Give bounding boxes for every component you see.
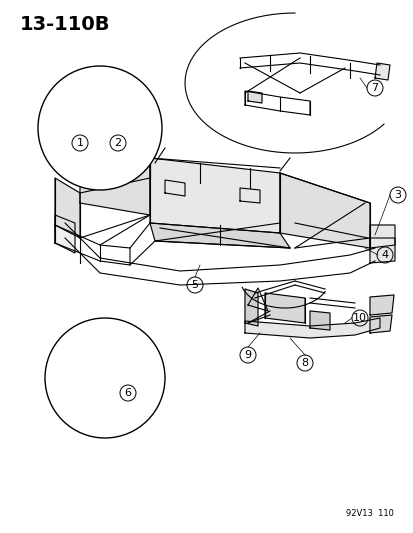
- Polygon shape: [45, 110, 55, 128]
- Polygon shape: [279, 173, 369, 248]
- Text: 8: 8: [301, 358, 308, 368]
- Polygon shape: [50, 115, 145, 128]
- Text: 13-110B: 13-110B: [20, 15, 110, 34]
- Text: 1: 1: [76, 138, 83, 148]
- Polygon shape: [374, 63, 389, 80]
- Polygon shape: [369, 315, 391, 333]
- Polygon shape: [150, 158, 279, 233]
- Polygon shape: [369, 295, 393, 315]
- Polygon shape: [120, 371, 154, 385]
- Circle shape: [38, 66, 161, 190]
- Polygon shape: [369, 225, 394, 248]
- Text: 2: 2: [114, 138, 121, 148]
- Polygon shape: [264, 293, 304, 323]
- Text: 6: 6: [124, 388, 131, 398]
- Text: 9: 9: [244, 350, 251, 360]
- Polygon shape: [244, 289, 257, 326]
- Polygon shape: [58, 361, 154, 378]
- Text: 92V13  110: 92V13 110: [345, 509, 393, 518]
- Circle shape: [45, 318, 165, 438]
- Text: 3: 3: [394, 190, 401, 200]
- Text: 10: 10: [352, 313, 366, 323]
- Polygon shape: [55, 215, 75, 253]
- Polygon shape: [247, 91, 261, 103]
- Polygon shape: [150, 223, 289, 248]
- Polygon shape: [120, 358, 154, 371]
- Polygon shape: [369, 238, 394, 263]
- Polygon shape: [80, 143, 150, 215]
- Polygon shape: [95, 129, 110, 136]
- Text: 5: 5: [191, 280, 198, 290]
- Text: 7: 7: [370, 83, 377, 93]
- Polygon shape: [140, 118, 150, 130]
- Text: 4: 4: [380, 250, 388, 260]
- Polygon shape: [55, 178, 80, 238]
- Polygon shape: [55, 361, 65, 378]
- Polygon shape: [244, 318, 379, 338]
- Polygon shape: [309, 311, 329, 330]
